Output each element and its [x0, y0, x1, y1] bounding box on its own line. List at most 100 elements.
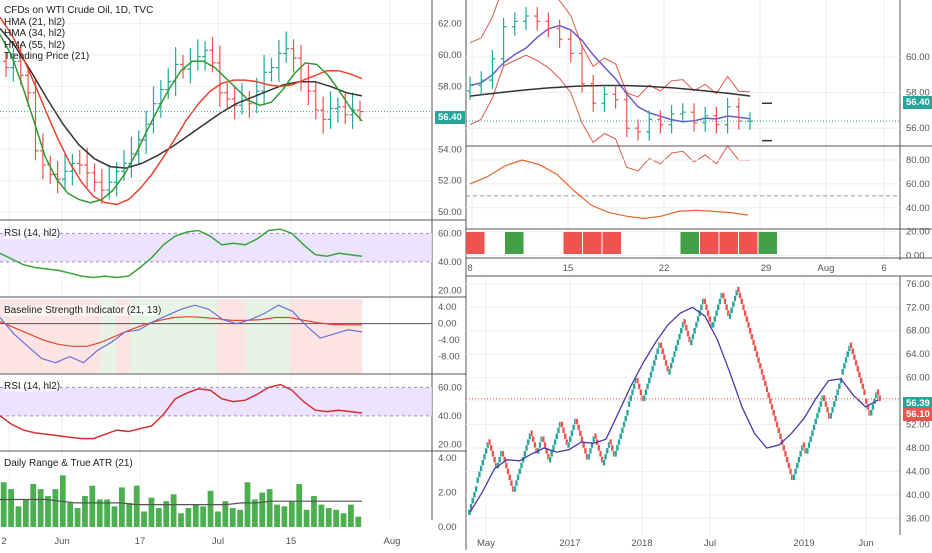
renko-ma-line	[469, 306, 879, 513]
main-axis-tick-1: 60.00	[438, 50, 462, 61]
renko-brick-up	[654, 354, 658, 361]
renko-brick-down	[878, 395, 882, 402]
renko-axis-tick-9: 40.00	[906, 490, 930, 501]
price-tag-renko-2: 56.10	[903, 408, 932, 421]
renko-brick-up	[671, 356, 675, 364]
renko-brick-down	[488, 439, 492, 446]
atr-bar	[244, 482, 251, 527]
renko-brick-down	[575, 418, 579, 425]
renko-xlabel-1: 2017	[559, 538, 580, 549]
renko-brick-up	[810, 430, 814, 437]
renko-brick-up	[570, 430, 574, 437]
renko-axis-tick-3: 64.00	[906, 349, 930, 360]
renko-brick-up	[817, 406, 821, 413]
osc-axis-tick-0: 80.00	[906, 155, 930, 166]
renko-brick-down	[577, 424, 581, 431]
renko-brick-down	[703, 298, 707, 305]
atr-bar	[185, 508, 192, 527]
atr-bar	[37, 489, 44, 527]
main-axis-tick-4: 54.00	[438, 144, 462, 155]
renko-brick-down	[721, 292, 725, 299]
renko-brick-down	[753, 345, 757, 352]
renko-brick-up	[617, 439, 621, 446]
renko-axis-tick-4: 60.00	[906, 373, 930, 384]
left-xlabel-2: 17	[135, 536, 146, 547]
renko-brick-up	[667, 368, 671, 375]
atr-bar	[207, 490, 214, 527]
atr-bar	[45, 496, 51, 527]
renko-brick-up	[679, 327, 683, 334]
tr-lower-band	[469, 54, 750, 172]
renko-brick-down	[491, 450, 495, 457]
renko-brick-down	[738, 292, 742, 299]
renko-brick-up	[588, 447, 592, 454]
bsi-zone-red	[72, 299, 88, 373]
renko-brick-down	[609, 439, 613, 446]
renko-brick-up	[841, 368, 845, 375]
bsi-zone-red	[86, 299, 102, 373]
tr-xlabel-1: 15	[563, 263, 574, 274]
renko-brick-up	[711, 321, 715, 328]
atr-bar	[222, 501, 229, 527]
price-tag-renko-1: 56.39	[903, 397, 932, 410]
renko-brick-up	[479, 465, 483, 472]
tr-slow-line	[469, 84, 751, 97]
renko-brick-down	[723, 298, 727, 305]
renko-brick-down	[770, 403, 774, 411]
strip-cell-red	[583, 232, 602, 254]
tr-axis-tick-2: 56.00	[906, 123, 930, 134]
renko-brick-down	[783, 450, 787, 457]
renko-brick-down	[560, 421, 564, 428]
atr-bar	[82, 496, 88, 527]
renko-brick-down	[545, 447, 549, 454]
renko-axis-tick-7: 48.00	[906, 443, 930, 454]
renko-axis-tick-6: 52.00	[906, 420, 930, 431]
legend-hma55: HMA (55, hl2)	[4, 39, 66, 51]
renko-brick-down	[757, 356, 761, 364]
strip-cell-red	[466, 232, 485, 254]
atr-bar	[30, 483, 37, 527]
renko-brick-up	[676, 339, 680, 346]
renko-brick-up	[730, 307, 734, 314]
atr-bar	[288, 501, 295, 527]
strip-cell-green	[758, 232, 777, 254]
renko-brick-down	[706, 310, 710, 317]
atr-label: Daily Range & True ATR (21)	[4, 458, 133, 469]
rsi-bottom-axis-tick-1: 40.00	[438, 411, 462, 422]
renko-brick-down	[775, 421, 779, 428]
bsi-zone-green	[173, 299, 189, 373]
renko-brick-up	[795, 462, 799, 469]
renko-brick-up	[605, 447, 609, 454]
renko-brick-up	[644, 389, 648, 396]
renko-brick-down	[580, 436, 584, 443]
renko-brick-up	[649, 371, 653, 378]
renko-brick-up	[642, 395, 646, 402]
atr-bar	[200, 506, 207, 527]
renko-brick-up	[829, 412, 833, 419]
atr-bar	[340, 513, 347, 527]
renko-axis-tick-10: 36.00	[906, 513, 930, 524]
renko-brick-down	[741, 304, 745, 311]
rsi-bottom-line	[0, 383, 363, 440]
renko-brick-up	[834, 395, 838, 402]
atr-axis-tick-1: 2.00	[438, 488, 457, 499]
renko-brick-down	[856, 365, 860, 372]
renko-brick-up	[604, 453, 608, 460]
renko-brick-down	[743, 310, 747, 317]
main-legend: CFDs on WTI Crude Oil, 1D, TVC HMA (21, …	[4, 5, 153, 63]
renko-brick-down	[785, 456, 789, 463]
bsi-zone-green	[159, 299, 175, 373]
atr-bar	[274, 504, 280, 527]
renko-brick-down	[683, 318, 687, 326]
renko-brick-up	[629, 395, 633, 402]
renko-xlabel-3: Jul	[704, 538, 716, 549]
renko-brick-up	[794, 468, 798, 475]
bsi-zone-red	[115, 299, 131, 373]
renko-brick-up	[673, 351, 676, 358]
renko-brick-up	[622, 421, 626, 428]
renko-brick-up	[551, 444, 555, 452]
bsi-fast-line	[0, 304, 363, 364]
renko-brick-up	[815, 412, 819, 419]
renko-brick-up	[550, 450, 554, 457]
price-tag-top-right: 56.40	[903, 96, 932, 109]
